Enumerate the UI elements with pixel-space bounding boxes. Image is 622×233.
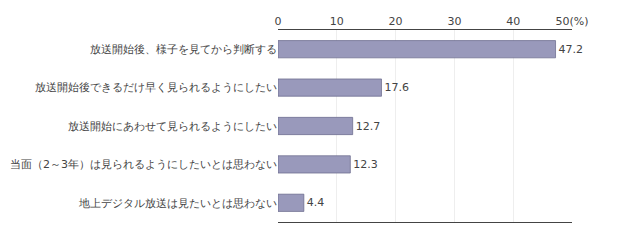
svg-text:当面（2～3年）は見られるようにしたいとは思わない: 当面（2～3年）は見られるようにしたいとは思わない <box>10 158 277 171</box>
svg-text:放送開始後できるだけ早く見られるようにしたい: 放送開始後できるだけ早く見られるようにしたい <box>35 81 277 94</box>
svg-text:20: 20 <box>389 15 403 28</box>
svg-text:4.4: 4.4 <box>307 196 325 209</box>
svg-text:30: 30 <box>447 15 461 28</box>
svg-text:17.6: 17.6 <box>384 81 409 94</box>
svg-text:50(%): 50(%) <box>555 15 588 28</box>
svg-text:12.7: 12.7 <box>356 120 381 133</box>
svg-text:放送開始にあわせて見られるようにしたい: 放送開始にあわせて見られるようにしたい <box>68 120 277 133</box>
svg-text:40: 40 <box>506 15 520 28</box>
svg-text:地上デジタル放送は見たいとは思わない: 地上デジタル放送は見たいとは思わない <box>78 197 277 210</box>
svg-text:0: 0 <box>275 15 282 28</box>
svg-text:47.2: 47.2 <box>559 43 584 56</box>
svg-text:放送開始後、様子を見てから判断する: 放送開始後、様子を見てから判断する <box>90 43 277 56</box>
svg-text:10: 10 <box>330 15 344 28</box>
svg-text:12.3: 12.3 <box>353 158 378 171</box>
